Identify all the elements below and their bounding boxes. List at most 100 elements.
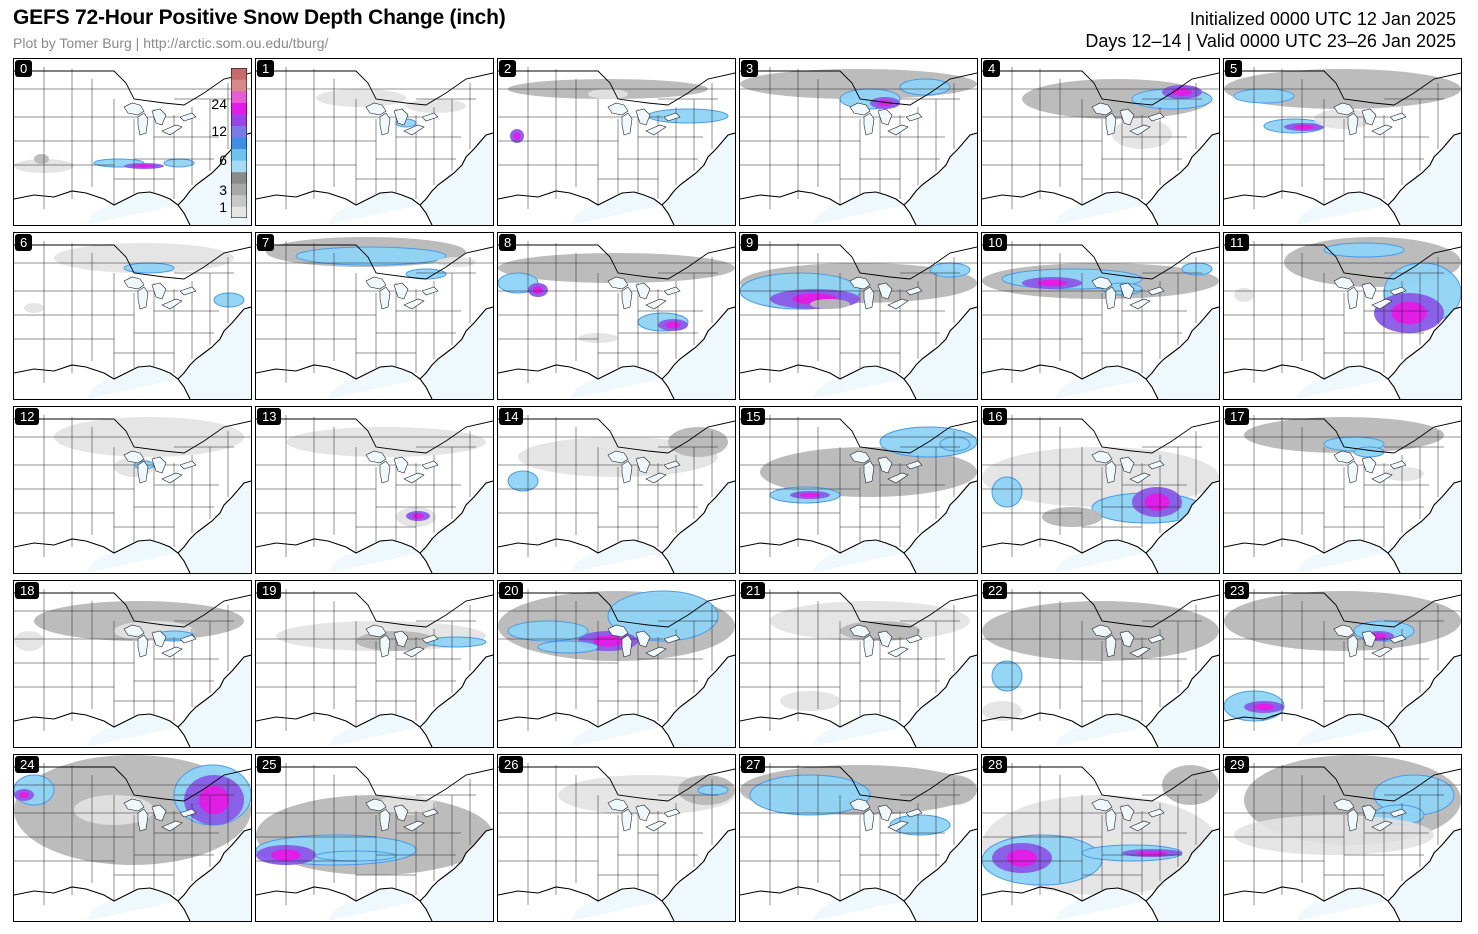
heavy-snow-contour xyxy=(665,321,681,329)
great-lake xyxy=(421,460,439,470)
member-panel: 16 xyxy=(981,406,1220,574)
great-lake xyxy=(151,804,167,822)
great-lake xyxy=(905,808,923,818)
great-lake xyxy=(1371,124,1393,136)
international-border xyxy=(256,766,493,802)
heavy-snow-contour xyxy=(1294,124,1314,130)
great-lake xyxy=(1389,634,1407,644)
snow-field xyxy=(740,69,977,110)
coastline xyxy=(14,480,251,573)
colorbar-segment xyxy=(231,137,247,150)
great-lake xyxy=(151,630,167,648)
snowfall-contour xyxy=(890,815,950,835)
great-lake xyxy=(607,450,629,464)
member-panel: 3 xyxy=(739,58,978,226)
international-border xyxy=(14,418,251,454)
great-lake xyxy=(151,108,167,126)
international-border xyxy=(1224,70,1461,106)
great-lake xyxy=(393,456,409,474)
great-lake xyxy=(863,112,875,136)
ocean xyxy=(328,133,493,225)
great-lake xyxy=(1333,276,1355,290)
ocean xyxy=(1296,829,1461,921)
colorbar xyxy=(231,68,247,218)
snow-depth-map xyxy=(740,755,977,921)
great-lake xyxy=(635,108,651,126)
member-number: 3 xyxy=(741,60,759,77)
member-number: 29 xyxy=(1225,756,1250,773)
great-lake xyxy=(1105,634,1117,658)
great-lake xyxy=(421,112,439,122)
colorbar-segment xyxy=(231,194,247,207)
great-lake xyxy=(365,276,387,290)
colorbar-tick-label: 6 xyxy=(219,152,227,168)
snow-depth-map xyxy=(1224,233,1461,399)
member-panel: 4 xyxy=(981,58,1220,226)
great-lake xyxy=(161,820,183,832)
member-panel: 11 xyxy=(1223,232,1462,400)
snow-depth-map xyxy=(14,59,251,225)
great-lake xyxy=(1371,298,1393,310)
colorbar-segment xyxy=(231,148,247,161)
great-lake xyxy=(379,460,391,484)
snow-depth-map xyxy=(498,407,735,573)
great-lake xyxy=(607,798,629,812)
international-border xyxy=(1224,418,1461,454)
ocean xyxy=(1054,655,1219,747)
great-lake xyxy=(607,102,629,116)
plot-credit: Plot by Tomer Burg | http://arctic.som.o… xyxy=(13,35,329,51)
snow-depth-map xyxy=(256,59,493,225)
great-lake xyxy=(1347,112,1359,136)
international-border xyxy=(256,70,493,106)
great-lake xyxy=(621,808,633,832)
great-lake xyxy=(123,624,145,638)
coastline xyxy=(256,306,493,399)
coastline xyxy=(14,306,251,399)
great-lake xyxy=(621,286,633,310)
snowfall-contour xyxy=(608,591,718,641)
great-lake xyxy=(393,804,409,822)
snowfall-contour-edge xyxy=(607,590,719,642)
snowfall-contour xyxy=(698,785,728,795)
snow-depth-map xyxy=(1224,581,1461,747)
great-lake xyxy=(393,630,409,648)
member-panel: 24 xyxy=(13,754,252,922)
great-lake xyxy=(607,276,629,290)
coastline xyxy=(1224,654,1461,747)
snowfall-contour-edge xyxy=(1001,268,1143,290)
coastline xyxy=(256,654,493,747)
great-lake xyxy=(403,820,425,832)
great-lake xyxy=(123,798,145,812)
member-number: 4 xyxy=(983,60,1001,77)
heavy-snow-contour xyxy=(199,785,229,815)
great-lake xyxy=(379,808,391,832)
heavy-snow-contour xyxy=(593,635,623,647)
colorbar-segment xyxy=(231,114,247,126)
member-number: 28 xyxy=(983,756,1008,773)
great-lake xyxy=(179,808,197,818)
great-lake xyxy=(137,460,149,484)
snowfall-contour xyxy=(1182,263,1212,275)
member-number: 6 xyxy=(15,234,33,251)
member-panel: 1 xyxy=(255,58,494,226)
heavy-snow-contour xyxy=(1254,703,1274,711)
great-lake xyxy=(663,286,681,296)
member-panel: 14 xyxy=(497,406,736,574)
great-lake xyxy=(393,282,409,300)
great-lake xyxy=(1091,450,1113,464)
great-lake xyxy=(1333,624,1355,638)
heavy-snow-contour xyxy=(800,492,820,498)
international-border xyxy=(498,418,735,454)
great-lake xyxy=(379,634,391,658)
member-panel: 0 1 3 6 12 24 xyxy=(13,58,252,226)
ocean xyxy=(1054,133,1219,225)
snowfall-contour xyxy=(900,79,950,95)
great-lake xyxy=(365,102,387,116)
snowfall-contour xyxy=(124,263,174,273)
great-lake xyxy=(849,798,871,812)
great-lake xyxy=(1389,460,1407,470)
coastline xyxy=(1224,480,1461,573)
great-lake xyxy=(1361,282,1377,300)
great-lake xyxy=(1119,630,1135,648)
great-lake xyxy=(635,456,651,474)
